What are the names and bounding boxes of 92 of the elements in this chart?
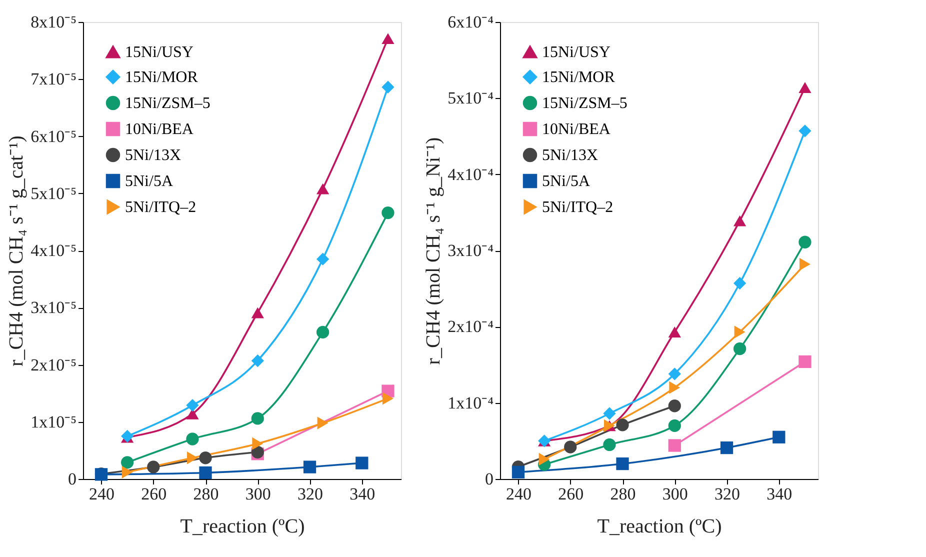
- x-tick-label: 240: [88, 484, 114, 504]
- x-tick-label: 320: [714, 484, 740, 504]
- point: [733, 276, 746, 290]
- y-tick-label: 7x10⁻⁵: [30, 70, 77, 89]
- point: [669, 381, 680, 394]
- point: [798, 82, 812, 93]
- legend-label: 5Ni/ITQ–2: [542, 199, 614, 216]
- point: [303, 460, 316, 474]
- y-tick-label: 0: [68, 470, 76, 488]
- x-tick-label: 300: [245, 484, 271, 504]
- y-tick-label: 3x10⁻⁴: [448, 241, 494, 260]
- y-tick-label: 2x10⁻⁵: [30, 355, 77, 374]
- point: [603, 407, 616, 420]
- x-tick-label: 300: [662, 484, 688, 504]
- point: [616, 457, 629, 470]
- point: [616, 418, 629, 432]
- x-tick-label: 340: [350, 484, 376, 504]
- y-tick-label: 1x10⁻⁵: [30, 412, 77, 432]
- legend-label: 5Ni/13X: [125, 147, 182, 164]
- point: [564, 440, 577, 454]
- x-tick-label: 320: [298, 484, 324, 504]
- y-tick-label: 6x10⁻⁴: [448, 12, 494, 32]
- point: [316, 326, 330, 338]
- point: [798, 355, 812, 368]
- legend-label: 5Ni/5A: [542, 173, 590, 190]
- y-tick-label: 1x10⁻⁴: [448, 393, 494, 412]
- y-axis-title: r_CH4 (mol CH₄ s⁻¹ g_cat⁻¹): [6, 136, 28, 366]
- x-tick-label: 340: [766, 484, 792, 504]
- point: [382, 33, 394, 44]
- point: [733, 215, 746, 226]
- legend-label: 15Ni/ZSM–5: [125, 95, 210, 112]
- point: [356, 456, 368, 470]
- point: [668, 439, 681, 452]
- legend-label: 15Ni/ZSM–5: [542, 95, 628, 112]
- point: [199, 452, 212, 464]
- point: [668, 419, 681, 432]
- point: [120, 456, 134, 469]
- point: [251, 412, 264, 425]
- point: [382, 80, 394, 94]
- legend-label: 5Ni/13X: [542, 147, 598, 164]
- point: [251, 354, 264, 368]
- y-tick-label: 3x10⁻⁵: [30, 298, 77, 318]
- y-tick-label: 5x10⁻⁵: [30, 184, 77, 203]
- legend-label: 10Ni/BEA: [125, 121, 194, 138]
- legend-label: 15Ni/MOR: [542, 69, 616, 86]
- point: [720, 441, 734, 454]
- x-axis-title: T_reaction (ºC): [597, 516, 722, 538]
- legend-label: 15Ni/USY: [542, 44, 611, 61]
- point: [316, 183, 330, 194]
- legend-label: 15Ni/MOR: [125, 69, 198, 86]
- point: [199, 466, 212, 480]
- point: [316, 252, 330, 266]
- point: [122, 466, 133, 478]
- point: [252, 437, 264, 450]
- point: [798, 124, 812, 138]
- point: [668, 326, 681, 338]
- x-tick-label: 280: [193, 484, 219, 504]
- y-tick-label: 4x10⁻⁴: [448, 164, 494, 184]
- x-tick-label: 260: [141, 484, 167, 504]
- y-tick-label: 5x10⁻⁴: [448, 88, 494, 108]
- x-axis-title: T_reaction (ºC): [180, 516, 305, 538]
- y-tick-label: 0: [485, 470, 494, 488]
- x-tick-label: 240: [506, 484, 532, 504]
- x-tick-label: 280: [610, 484, 636, 504]
- point: [186, 398, 199, 412]
- point: [798, 236, 812, 248]
- point: [186, 432, 199, 446]
- point: [733, 342, 746, 356]
- y-tick-label: 6x10⁻⁵: [30, 126, 77, 146]
- point: [251, 307, 264, 318]
- point: [512, 466, 525, 478]
- point: [603, 438, 616, 452]
- legend-label: 10Ni/BEA: [542, 121, 611, 138]
- point: [734, 326, 746, 338]
- point: [382, 206, 394, 220]
- point: [668, 368, 681, 380]
- legend-label: 5Ni/ITQ–2: [125, 199, 196, 216]
- x-tick-label: 260: [558, 484, 584, 504]
- y-tick-label: 8x10⁻⁵: [30, 12, 77, 32]
- point: [382, 392, 394, 405]
- point: [147, 460, 160, 474]
- point: [187, 452, 198, 464]
- legend-label: 15Ni/USY: [125, 44, 194, 61]
- y-axis-title: r_CH4 (mol CH₄ s⁻¹ g_Ni⁻¹): [422, 137, 445, 365]
- point: [799, 258, 810, 271]
- y-tick-label: 4x10⁻⁵: [30, 241, 77, 260]
- legend-label: 5Ni/5A: [125, 173, 174, 190]
- point: [668, 400, 681, 412]
- point: [772, 430, 786, 444]
- point: [538, 452, 550, 466]
- point: [317, 416, 328, 430]
- y-tick-label: 2x10⁻⁴: [448, 317, 494, 336]
